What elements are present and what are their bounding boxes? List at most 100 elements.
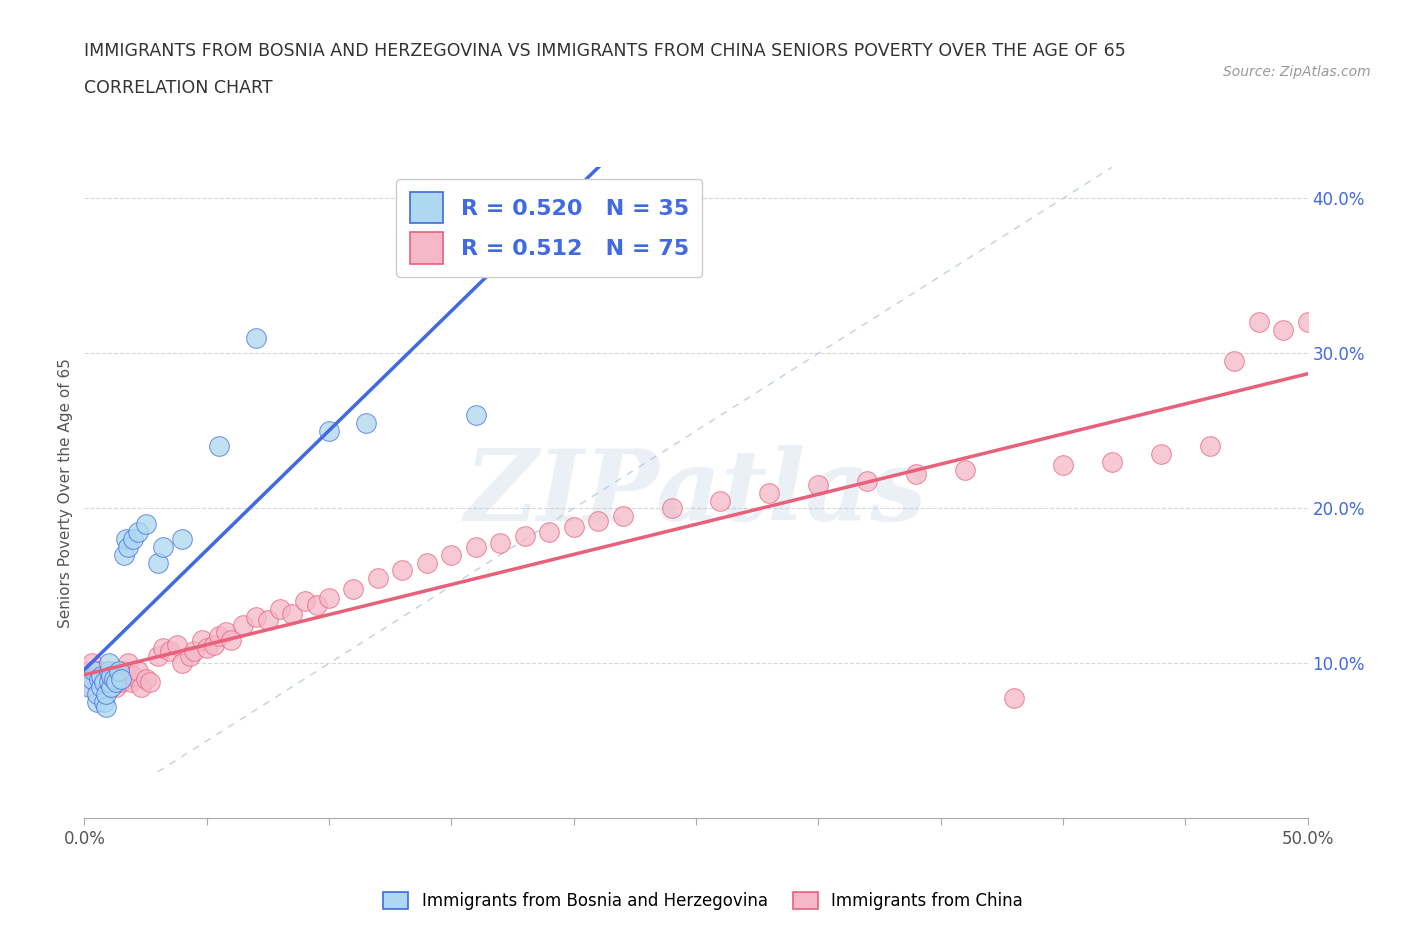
Point [135, 516, 157, 531]
Legend: R = 0.520   N = 35, R = 0.512   N = 75: R = 0.520 N = 35, R = 0.512 N = 75 [396, 179, 702, 277]
Point [112, 548, 135, 563]
Point [100, 674, 122, 689]
Point [661, 501, 683, 516]
Point [105, 679, 128, 694]
Point [96, 699, 118, 714]
Point [208, 628, 231, 643]
Point [232, 618, 254, 632]
Point [440, 548, 463, 563]
Point [97, 656, 120, 671]
Point [83, 664, 105, 679]
Point [905, 467, 928, 482]
Point [97, 664, 120, 679]
Point [122, 669, 145, 684]
Point [245, 609, 267, 624]
Point [97, 664, 120, 679]
Point [464, 408, 486, 423]
Point [83, 669, 105, 684]
Point [90, 687, 112, 702]
Point [127, 664, 149, 679]
Point [80, 656, 103, 671]
Point [215, 625, 238, 640]
Point [77, 679, 100, 694]
Point [953, 462, 976, 477]
Point [1002, 690, 1025, 705]
Point [117, 539, 139, 554]
Point [1198, 439, 1220, 454]
Point [269, 602, 291, 617]
Point [807, 478, 830, 493]
Point [166, 637, 188, 652]
Point [562, 520, 585, 535]
Point [159, 644, 181, 658]
Point [354, 416, 377, 431]
Point [97, 669, 120, 684]
Point [120, 674, 142, 689]
Text: ZIPatlas: ZIPatlas [465, 445, 927, 541]
Point [191, 632, 214, 647]
Point [202, 637, 225, 652]
Point [172, 656, 194, 671]
Point [135, 671, 157, 686]
Point [856, 473, 879, 488]
Point [122, 532, 145, 547]
Point [105, 674, 128, 689]
Point [115, 532, 138, 547]
Point [87, 664, 110, 679]
Point [1296, 315, 1319, 330]
Point [77, 664, 100, 679]
Point [367, 571, 389, 586]
Point [115, 671, 138, 686]
Point [90, 679, 112, 694]
Point [305, 597, 328, 612]
Point [179, 648, 201, 663]
Point [391, 563, 413, 578]
Point [93, 671, 115, 686]
Point [112, 664, 135, 679]
Text: Source: ZipAtlas.com: Source: ZipAtlas.com [1223, 65, 1371, 79]
Point [80, 679, 103, 694]
Point [93, 674, 115, 689]
Point [139, 674, 162, 689]
Point [1223, 353, 1246, 368]
Point [709, 493, 731, 508]
Point [1101, 455, 1123, 470]
Point [183, 644, 205, 658]
Point [146, 648, 169, 663]
Point [586, 513, 609, 528]
Point [281, 606, 304, 621]
Point [538, 525, 561, 539]
Point [100, 679, 122, 694]
Point [97, 674, 120, 689]
Point [208, 439, 231, 454]
Point [127, 525, 149, 539]
Point [100, 669, 122, 684]
Point [1150, 446, 1173, 461]
Point [172, 532, 194, 547]
Point [86, 687, 108, 702]
Legend: Immigrants from Bosnia and Herzegovina, Immigrants from China: Immigrants from Bosnia and Herzegovina, … [377, 885, 1029, 917]
Point [86, 695, 108, 710]
Point [257, 613, 280, 628]
Point [87, 671, 110, 686]
Point [117, 656, 139, 671]
Y-axis label: Seniors Poverty Over the Age of 65: Seniors Poverty Over the Age of 65 [58, 358, 73, 628]
Point [489, 535, 512, 550]
Point [103, 671, 125, 686]
Point [758, 485, 780, 500]
Point [219, 632, 242, 647]
Point [245, 330, 267, 345]
Point [152, 641, 174, 656]
Point [110, 674, 132, 689]
Text: IMMIGRANTS FROM BOSNIA AND HERZEGOVINA VS IMMIGRANTS FROM CHINA SENIORS POVERTY : IMMIGRANTS FROM BOSNIA AND HERZEGOVINA V… [84, 42, 1126, 60]
Point [107, 664, 129, 679]
Point [1247, 315, 1270, 330]
Point [80, 671, 103, 686]
Point [513, 529, 536, 544]
Point [96, 679, 118, 694]
Point [152, 539, 174, 554]
Point [1272, 323, 1295, 338]
Point [1052, 458, 1074, 472]
Point [86, 674, 108, 689]
Point [129, 679, 152, 694]
